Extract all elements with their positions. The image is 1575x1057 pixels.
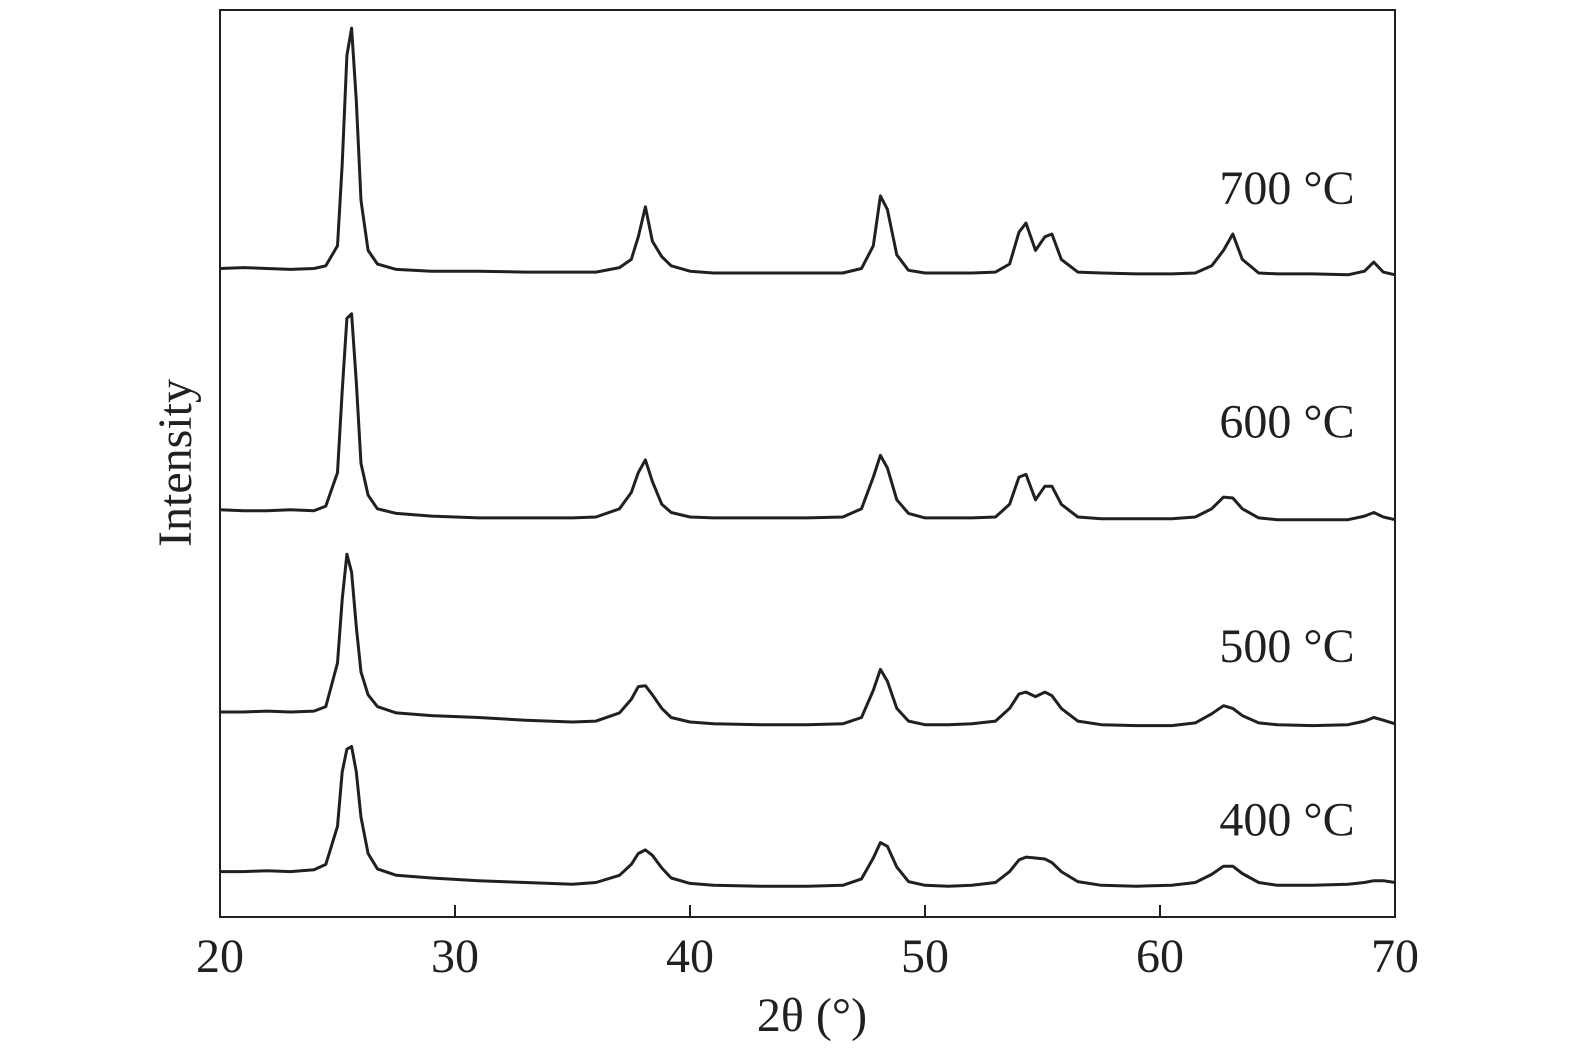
series-label: 700 °C: [1219, 162, 1354, 215]
x-tick-label: 40: [666, 930, 714, 983]
plot-frame: [219, 9, 1396, 918]
x-axis-label: 2θ (°): [757, 989, 867, 1042]
series-label: 600 °C: [1219, 396, 1354, 449]
series-line: [219, 312, 1396, 522]
x-tick-label: 50: [901, 930, 949, 983]
series-label: 400 °C: [1219, 794, 1354, 847]
series-label: 500 °C: [1219, 620, 1354, 673]
x-tick-label: 60: [1136, 930, 1184, 983]
x-tick-label: 70: [1371, 930, 1419, 983]
x-tick-label: 20: [196, 930, 244, 983]
series-line: [219, 26, 1396, 277]
series-line: [220, 745, 1396, 888]
y-axis-label: Intensity: [149, 379, 202, 547]
series-line: [220, 552, 1396, 728]
x-tick-label: 30: [431, 930, 479, 983]
